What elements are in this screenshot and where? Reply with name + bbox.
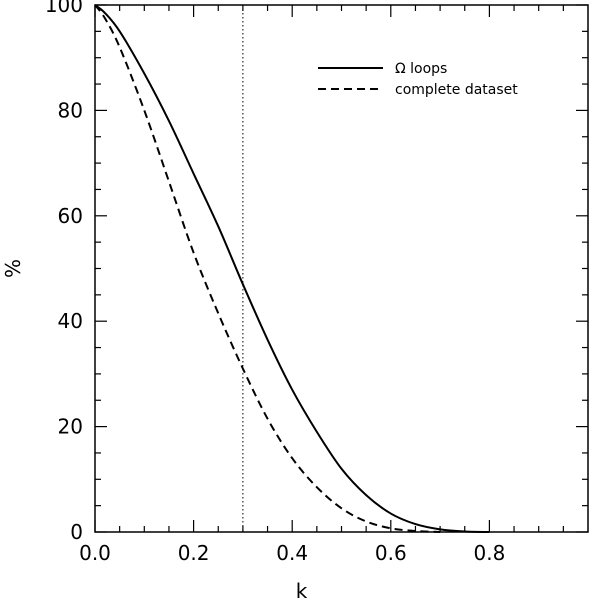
x-tick-label: 0.4	[276, 541, 308, 565]
series-layer	[94, 4, 490, 533]
x-tick-label: 0.8	[473, 541, 505, 565]
ticks-layer: 0.0 0.2 0.4 0.6 0.8 0 20 40 60 80 100	[45, 0, 588, 565]
plot-frame	[94, 4, 589, 533]
y-tick-label: 0	[70, 520, 83, 544]
series-line-1	[94, 4, 441, 533]
x-axis-title: k	[296, 579, 308, 600]
x-tick-label: 0.2	[178, 541, 210, 565]
y-tick-label: 80	[58, 98, 83, 122]
legend-label-complete-dataset: complete dataset	[395, 82, 518, 98]
y-axis-title: %	[1, 259, 25, 278]
x-tick-label: 0.0	[79, 541, 111, 565]
legend-label-omega-loops: Ω loops	[395, 61, 447, 77]
series-line-0	[94, 4, 490, 533]
legend: Ω loops complete dataset	[318, 61, 518, 98]
x-tick-label: 0.6	[375, 541, 407, 565]
y-tick-label: 100	[45, 0, 83, 17]
y-tick-label: 60	[58, 204, 83, 228]
y-tick-label: 40	[58, 309, 83, 333]
y-tick-label: 20	[58, 415, 83, 439]
